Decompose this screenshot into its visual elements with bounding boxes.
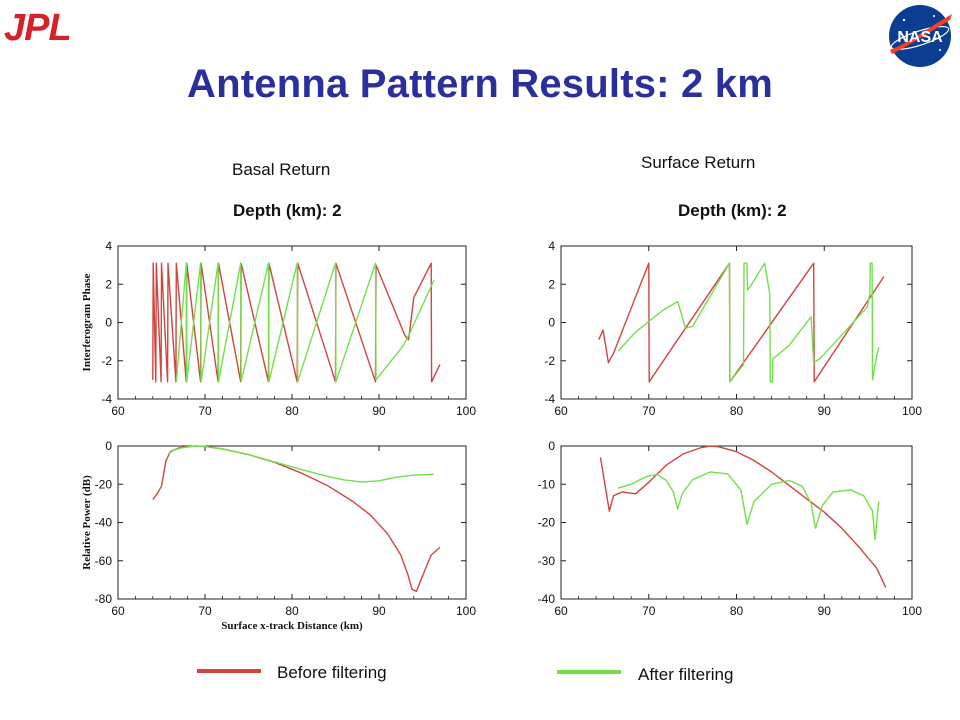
surface-power-xtick-label: 70 xyxy=(642,604,656,618)
basal-phase-ytick-label: -2 xyxy=(101,354,112,368)
surface-phase-xtick-label: 90 xyxy=(818,404,832,418)
surface-power-xtick-label: 90 xyxy=(818,604,832,618)
basal-power-ylabel: Relative Power (dB) xyxy=(81,475,93,570)
basal-power-ytick-label: -60 xyxy=(95,554,113,568)
surface-phase-ytick-label: 4 xyxy=(548,239,555,253)
surface-power-xtick-label: 80 xyxy=(730,604,744,618)
basal-phase-xtick-label: 90 xyxy=(372,404,386,418)
surface-phase-ytick-label: -2 xyxy=(544,354,555,368)
basal-phase-ytick-label: 4 xyxy=(105,239,112,253)
surface-power-frame xyxy=(560,445,913,600)
basal-phase-xtick-label: 80 xyxy=(285,404,299,418)
surface-phase-xtick-label: 80 xyxy=(730,404,744,418)
basal-phase-ylabel: Interferogram Phase xyxy=(81,273,93,371)
legend-before-label: Before filtering xyxy=(277,663,387,682)
surface-phase-series-after xyxy=(617,262,880,383)
basal-phase-ytick-label: 0 xyxy=(105,316,112,330)
basal-return-label: Basal Return xyxy=(232,160,331,179)
surface-power-xtick-label: 60 xyxy=(554,604,568,618)
basal-power-ytick-label: -40 xyxy=(95,516,113,530)
depth-label-left: Depth (km): 2 xyxy=(233,201,342,220)
basal-power-ytick-label: 0 xyxy=(105,439,112,453)
basal-power-ytick-label: -80 xyxy=(95,592,113,606)
legend-before-swatch xyxy=(197,669,261,673)
surface-power-ytick-label: -10 xyxy=(538,477,556,491)
basal-power-xlabel: Surface x-track Distance (km) xyxy=(221,620,363,632)
basal-phase-frame xyxy=(117,245,467,400)
surface-phase-ytick-label: 2 xyxy=(548,277,555,291)
surface-phase-ytick-label: 0 xyxy=(548,316,555,330)
surface-return-label: Surface Return xyxy=(641,153,756,172)
legend-after-swatch xyxy=(557,670,621,674)
nasa-logo-text: NASA xyxy=(897,29,943,46)
basal-power-ytick-label: -20 xyxy=(95,477,113,491)
surface-phase-xtick-label: 70 xyxy=(642,404,656,418)
basal-power-xtick-label: 70 xyxy=(198,604,212,618)
basal-phase-ytick-label: 2 xyxy=(105,277,112,291)
nasa-meatball-icon: NASA xyxy=(889,5,952,67)
jpl-logo: JPL xyxy=(4,8,72,44)
surface-power-xtick-label: 100 xyxy=(902,604,922,618)
basal-phase-ytick-label: -4 xyxy=(101,392,112,406)
basal-phase-xtick-label: 100 xyxy=(456,404,476,418)
basal-phase-xtick-label: 70 xyxy=(198,404,212,418)
surface-power-ytick-label: -20 xyxy=(538,516,556,530)
basal-phase-series-before xyxy=(152,262,441,383)
basal-phase-series-after xyxy=(175,262,435,383)
basal-power-xtick-label: 90 xyxy=(372,604,386,618)
surface-phase-xtick-label: 100 xyxy=(902,404,922,418)
surface-phase-ytick-label: -4 xyxy=(544,392,555,406)
jpl-logo-text: JPL xyxy=(4,8,71,44)
surface-phase-series-before xyxy=(598,262,885,383)
surface-power-ytick-label: -40 xyxy=(538,592,556,606)
surface-power-series-before xyxy=(599,445,887,588)
basal-power-xtick-label: 60 xyxy=(111,604,125,618)
basal-power-xtick-label: 100 xyxy=(456,604,476,618)
slide-title: Antenna Pattern Results: 2 km xyxy=(187,62,773,106)
surface-phase-xtick-label: 60 xyxy=(554,404,568,418)
surface-power-series-after xyxy=(617,471,880,541)
basal-power-xtick-label: 80 xyxy=(285,604,299,618)
depth-label-right: Depth (km): 2 xyxy=(678,201,787,220)
surface-phase-frame xyxy=(560,245,913,400)
basal-power-series-after xyxy=(168,445,434,483)
surface-power-ytick-label: -30 xyxy=(538,554,556,568)
legend-after-label: After filtering xyxy=(638,665,734,684)
basal-phase-xtick-label: 60 xyxy=(111,404,125,418)
surface-power-ytick-label: 0 xyxy=(548,439,555,453)
